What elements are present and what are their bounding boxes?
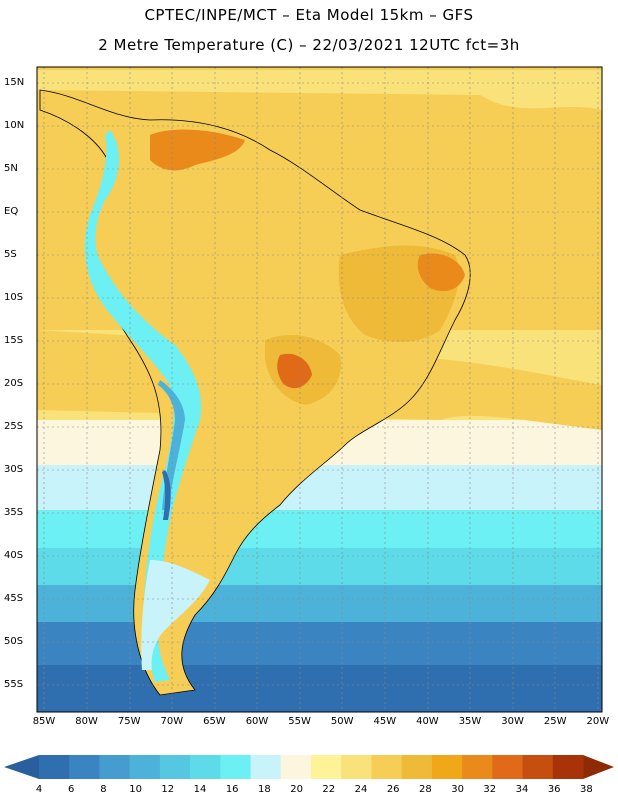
colorbar-tick-label: 12 (161, 784, 175, 795)
cool-ocean-band (37, 465, 602, 515)
colorbar-tick-label: 8 (100, 784, 107, 795)
lat-label: 20S (4, 378, 24, 389)
lon-label: 40W (416, 716, 439, 727)
very-cold-ocean-band (37, 622, 602, 667)
lat-label: 45S (4, 593, 24, 604)
andes-colder-core (158, 380, 185, 510)
andes-coldest-core (162, 470, 171, 520)
northeast-hot-spot (417, 253, 465, 292)
colorbar-swatch (69, 755, 100, 779)
colorbar-tick-label: 28 (419, 784, 432, 795)
colorbar-tick-label: 10 (129, 784, 142, 795)
title-line-1: CPTEC/INPE/MCT – Eta Model 15km – GFS (144, 6, 474, 24)
colorbar-swatch (431, 755, 463, 779)
colorbar-swatch (492, 755, 524, 779)
lat-label: 25S (4, 421, 24, 432)
colder-ocean-band (37, 548, 602, 588)
colorbar-swatch (250, 755, 282, 779)
colorbar-swatch (401, 755, 433, 779)
colorbar-swatch (280, 755, 312, 779)
colorbar-tick-label: 20 (290, 784, 303, 795)
lon-label: 80W (75, 716, 98, 727)
north-mild-band (37, 70, 602, 110)
colorbar-low-arrow (4, 755, 39, 779)
lat-label: 55S (4, 679, 24, 690)
colorbar-swatch (552, 755, 584, 779)
colorbar-swatch (39, 755, 70, 779)
lon-label: 65W (203, 716, 226, 727)
central-hot-spot (277, 353, 312, 389)
lon-label: 20W (586, 716, 610, 727)
colorbar-tick-label: 30 (451, 784, 464, 795)
plot-frame (36, 66, 603, 713)
colorbar-high-arrow (583, 755, 614, 779)
lon-label: 50W (330, 716, 354, 727)
lat-label: 40S (4, 550, 24, 561)
lat-label: 5S (4, 249, 17, 260)
colorbar-swatch (311, 755, 342, 779)
lat-label: EQ (4, 206, 19, 217)
colorbar-tick-label: 24 (354, 784, 368, 795)
lon-label: 75W (117, 716, 141, 727)
patagonia-cool (141, 560, 210, 670)
colorbar-tick-label: 14 (193, 784, 207, 795)
coldest-ocean-band (37, 665, 602, 712)
lon-label: 70W (160, 716, 184, 727)
colorbar-tick-label: 32 (483, 784, 497, 795)
lat-label: 10N (4, 120, 25, 131)
colorbar-swatch (129, 755, 161, 779)
lon-label: 60W (245, 716, 269, 727)
northern-hot-spot (150, 129, 245, 171)
lat-label: 15N (4, 77, 25, 88)
lon-label: 30W (501, 716, 524, 727)
colorbar-tick-label: 18 (258, 784, 271, 795)
colorbar-tick-label: 34 (515, 784, 529, 795)
colorbar-swatch (371, 755, 403, 779)
colorbar (4, 755, 614, 779)
colorbar-swatch (220, 755, 252, 779)
colorbar-tick-label: 6 (68, 784, 75, 795)
lat-label: 15S (4, 335, 24, 346)
colorbar-swatch (522, 755, 554, 779)
lat-label: 30S (4, 464, 24, 475)
colorbar-tick-label: 22 (322, 784, 336, 795)
colorbar-swatch (99, 755, 131, 779)
colorbar-swatch (462, 755, 493, 779)
colorbar-swatch (190, 755, 221, 779)
lat-label: 10S (4, 292, 24, 303)
cold-ocean-band-2 (37, 585, 602, 625)
graticule (37, 67, 602, 712)
lon-label: 25W (543, 716, 567, 727)
lat-label: 35S (4, 507, 24, 518)
lat-label: 5N (4, 163, 18, 174)
lon-label: 85W (32, 716, 56, 727)
colorbar-tick-label: 36 (547, 784, 561, 795)
lat-label: 50S (4, 636, 24, 647)
lon-label: 45W (373, 716, 397, 727)
title-line-2: 2 Metre Temperature (C) – 22/03/2021 12U… (98, 36, 520, 54)
lon-label: 35W (458, 716, 482, 727)
colorbar-tick-label: 16 (225, 784, 239, 795)
colorbar-tick-label: 26 (386, 784, 400, 795)
cold-ocean-band (37, 510, 602, 550)
colorbar-tick-label: 4 (35, 784, 43, 795)
lon-label: 55W (288, 716, 311, 727)
colorbar-swatch (341, 755, 372, 779)
colorbar-swatch (159, 755, 191, 779)
colorbar-tick-label: 38 (580, 784, 593, 795)
